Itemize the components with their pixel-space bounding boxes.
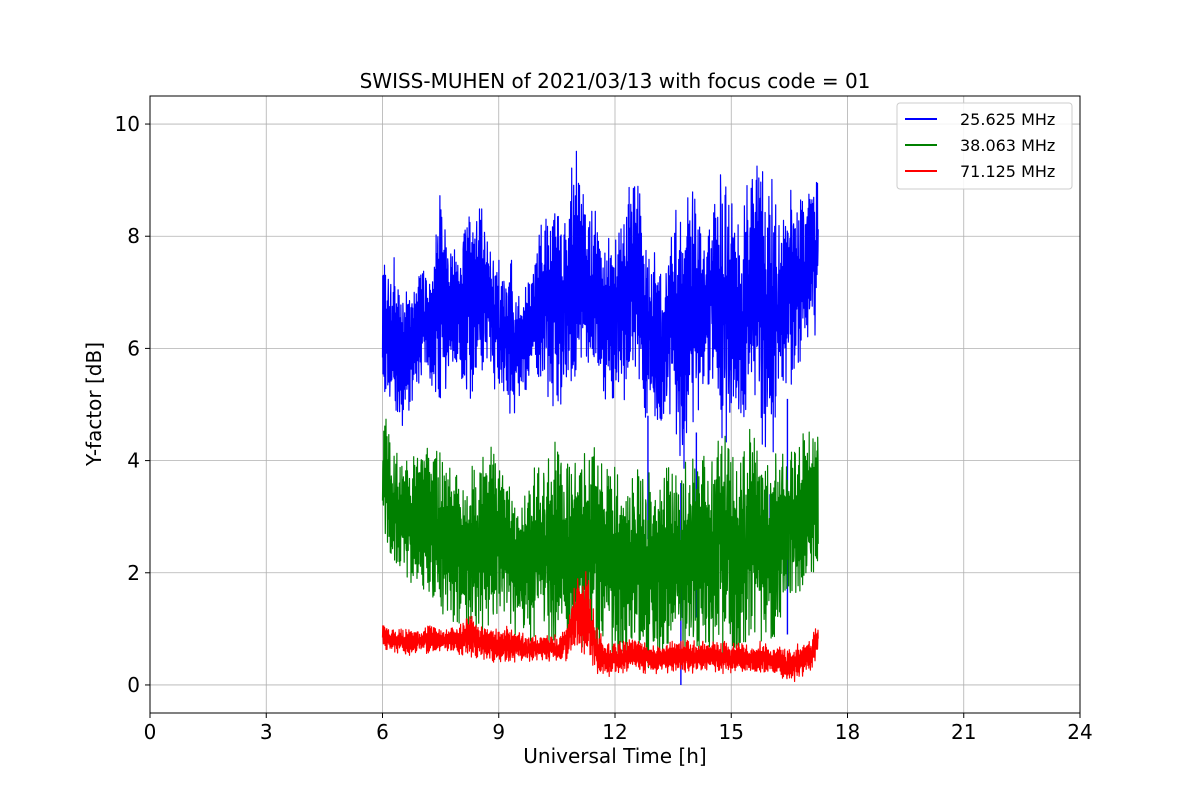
x-tick-label: 6 [376, 720, 389, 744]
x-tick-label: 18 [835, 720, 860, 744]
y-tick-label: 6 [127, 336, 140, 360]
y-tick-label: 0 [127, 673, 140, 697]
legend: 25.625 MHz 38.063 MHz 71.125 MHz [896, 102, 1073, 190]
y-tick-label: 4 [127, 449, 140, 473]
x-tick-label: 0 [144, 720, 157, 744]
y-axis-label: Y-factor [dB] [82, 342, 106, 467]
legend-label: 38.063 MHz [960, 136, 1055, 155]
series-38-063-mhz-line [381, 418, 819, 669]
x-tick-label: 15 [719, 720, 744, 744]
chart-title: SWISS-MUHEN of 2021/03/13 with focus cod… [360, 69, 871, 93]
y-tick-label: 2 [127, 561, 140, 585]
x-tick-label: 21 [951, 720, 976, 744]
data-layer [381, 150, 819, 685]
x-tick-label: 12 [602, 720, 627, 744]
series-71-125-mhz-line [381, 571, 819, 683]
x-tick-label: 9 [492, 720, 505, 744]
x-tick-label: 24 [1067, 720, 1092, 744]
legend-label: 25.625 MHz [960, 110, 1055, 129]
legend-box [896, 102, 1073, 190]
y-tick-label: 10 [115, 112, 140, 136]
x-axis-label: Universal Time [h] [523, 744, 706, 768]
series-25-625-mhz-line [381, 150, 819, 469]
legend-label: 71.125 MHz [960, 162, 1055, 181]
x-tick-label: 3 [260, 720, 273, 744]
y-tick-label: 8 [127, 224, 140, 248]
